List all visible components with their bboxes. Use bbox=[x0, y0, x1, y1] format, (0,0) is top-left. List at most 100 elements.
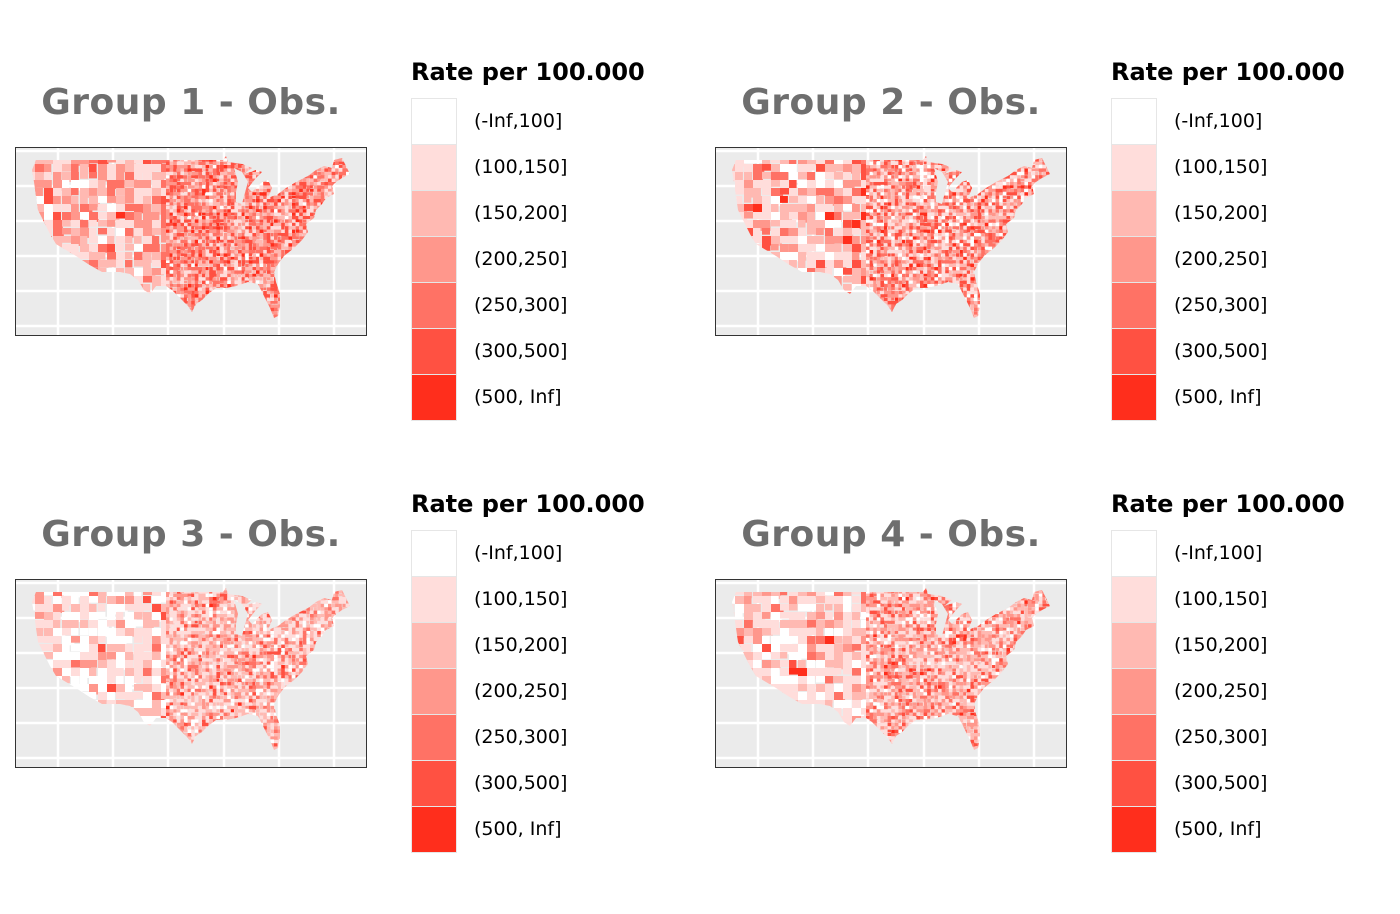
county bbox=[342, 240, 346, 245]
county bbox=[981, 189, 985, 193]
county bbox=[173, 332, 176, 335]
county bbox=[245, 206, 249, 209]
county bbox=[238, 298, 242, 302]
county bbox=[339, 274, 344, 278]
county bbox=[71, 148, 80, 157]
county bbox=[328, 318, 332, 321]
county bbox=[1006, 192, 1010, 195]
county bbox=[346, 250, 351, 254]
county bbox=[927, 226, 930, 230]
county bbox=[346, 158, 351, 161]
county bbox=[317, 328, 320, 331]
county bbox=[198, 182, 202, 186]
county bbox=[353, 274, 357, 277]
county bbox=[143, 332, 151, 335]
county bbox=[339, 298, 344, 302]
county bbox=[895, 226, 899, 230]
county bbox=[324, 257, 328, 261]
county bbox=[960, 219, 963, 222]
county bbox=[296, 267, 300, 270]
county bbox=[231, 315, 235, 319]
county bbox=[292, 196, 296, 199]
county bbox=[339, 247, 343, 250]
county bbox=[938, 155, 942, 159]
county bbox=[342, 318, 345, 321]
county bbox=[350, 165, 354, 168]
county bbox=[1003, 182, 1006, 186]
county bbox=[317, 250, 321, 254]
county bbox=[288, 260, 292, 263]
county bbox=[292, 226, 296, 229]
county bbox=[992, 162, 996, 166]
county bbox=[26, 308, 35, 315]
county bbox=[216, 318, 219, 321]
county bbox=[80, 308, 88, 316]
county bbox=[252, 332, 255, 335]
county bbox=[245, 284, 248, 287]
county bbox=[143, 244, 153, 252]
county bbox=[735, 332, 745, 335]
county bbox=[1046, 213, 1051, 218]
county bbox=[89, 308, 101, 318]
county bbox=[256, 165, 259, 169]
county bbox=[296, 162, 300, 165]
county bbox=[238, 233, 241, 236]
county bbox=[263, 257, 267, 261]
county bbox=[949, 165, 954, 169]
county bbox=[1014, 216, 1018, 219]
county bbox=[317, 247, 320, 251]
county bbox=[263, 308, 267, 312]
county bbox=[270, 260, 274, 263]
county bbox=[227, 298, 230, 302]
county bbox=[249, 328, 253, 332]
county bbox=[303, 185, 306, 189]
county bbox=[970, 182, 973, 185]
county bbox=[260, 294, 263, 297]
county bbox=[825, 308, 834, 315]
county bbox=[281, 155, 285, 159]
county bbox=[1046, 179, 1051, 182]
county bbox=[306, 226, 311, 229]
county bbox=[339, 209, 344, 212]
county bbox=[270, 301, 274, 304]
county bbox=[89, 244, 99, 252]
county bbox=[353, 155, 357, 159]
county bbox=[188, 308, 191, 313]
county bbox=[981, 165, 985, 168]
county bbox=[789, 268, 799, 276]
county bbox=[303, 260, 308, 264]
county bbox=[281, 277, 286, 281]
county bbox=[789, 156, 796, 165]
county bbox=[852, 260, 862, 269]
county bbox=[260, 321, 264, 324]
county bbox=[195, 308, 199, 312]
county bbox=[227, 274, 231, 277]
county bbox=[281, 233, 285, 236]
county bbox=[346, 192, 350, 195]
county bbox=[762, 332, 769, 335]
county bbox=[1050, 189, 1054, 192]
county bbox=[992, 165, 997, 169]
county bbox=[252, 304, 256, 307]
county bbox=[350, 270, 353, 273]
county bbox=[339, 332, 344, 335]
county bbox=[281, 179, 284, 183]
county bbox=[242, 284, 245, 287]
county bbox=[942, 226, 945, 229]
county bbox=[296, 213, 300, 216]
county bbox=[324, 206, 329, 210]
county bbox=[303, 155, 308, 158]
county bbox=[1024, 216, 1028, 220]
county bbox=[288, 219, 292, 223]
county bbox=[1006, 168, 1011, 172]
county bbox=[978, 226, 981, 229]
county bbox=[852, 332, 864, 335]
county bbox=[227, 277, 230, 280]
county bbox=[263, 311, 268, 314]
county bbox=[314, 216, 318, 220]
county bbox=[927, 168, 931, 172]
county bbox=[339, 226, 343, 231]
county bbox=[816, 268, 826, 279]
county bbox=[306, 270, 310, 274]
county bbox=[314, 274, 317, 278]
